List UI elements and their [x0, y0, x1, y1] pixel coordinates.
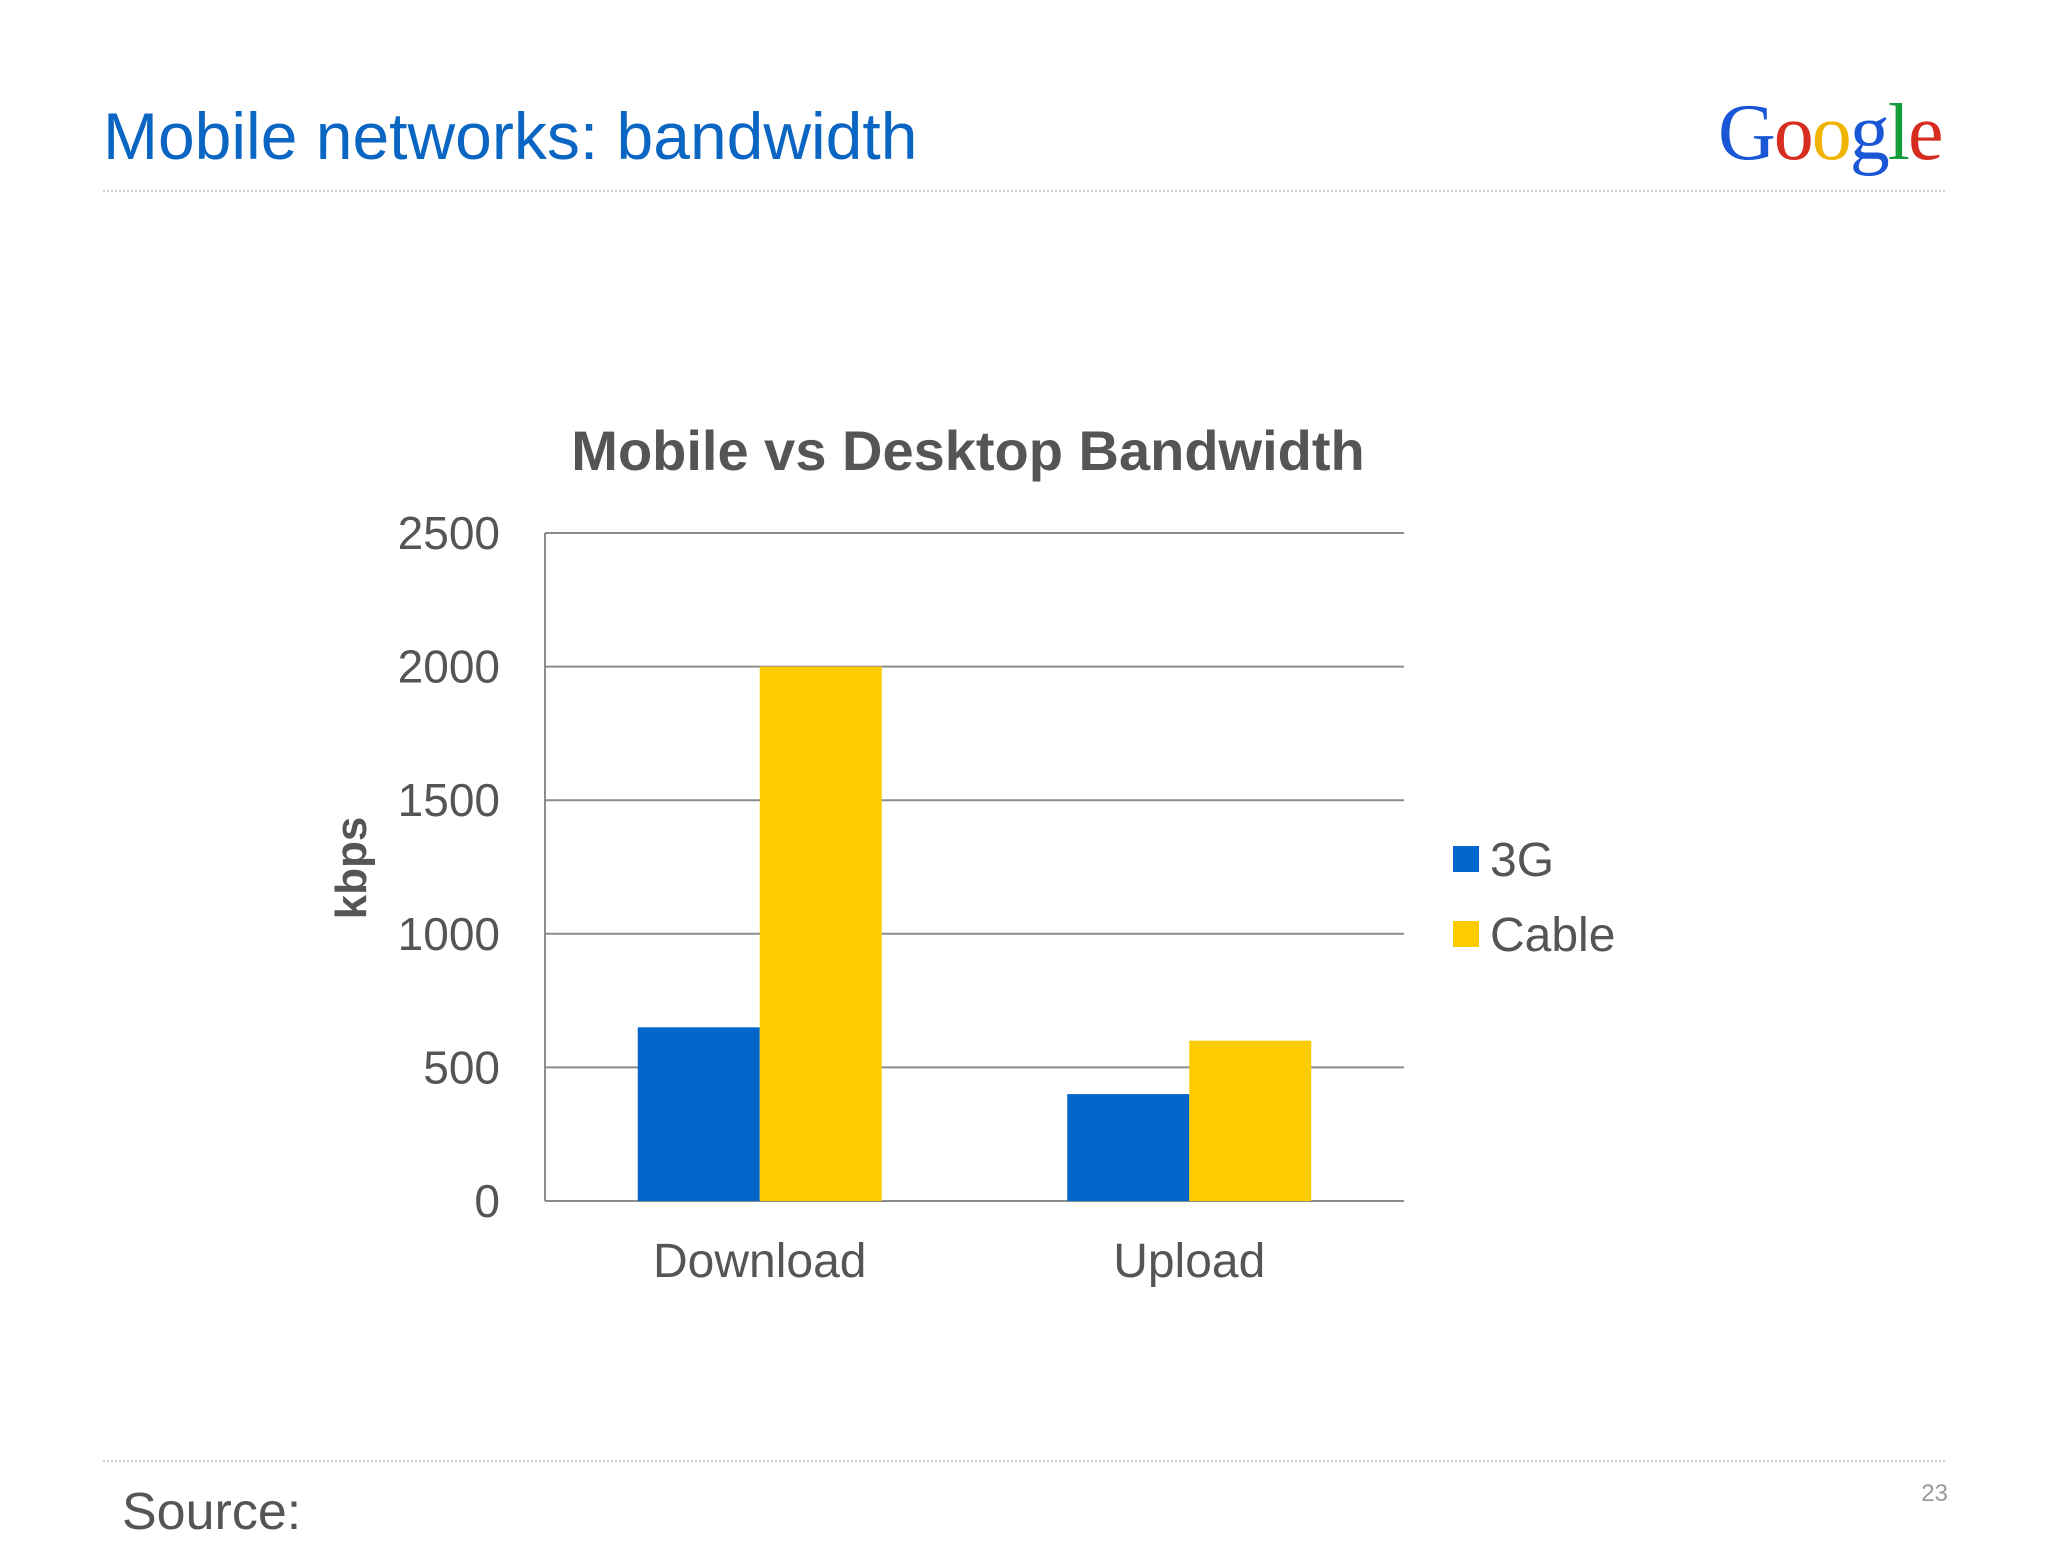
legend-swatch-3g	[1453, 846, 1479, 872]
footer-divider	[103, 1460, 1945, 1462]
legend-swatch-cable	[1453, 921, 1479, 947]
page-number: 23	[1921, 1480, 1948, 1507]
y-tick-label-500: 500	[423, 1041, 500, 1093]
legend-label-3g: 3G	[1490, 834, 1554, 887]
y-axis-label: kbps	[327, 817, 376, 920]
bar-chart: Mobile vs Desktop Bandwidth kbps 0 500 100…	[327, 419, 1615, 1288]
y-tick-labels: 0 500 1000 1500 2000 2500	[398, 507, 500, 1227]
title-divider	[103, 190, 1945, 192]
source-label: Source:	[122, 1483, 302, 1541]
y-tick-label-1500: 1500	[398, 774, 500, 826]
bar-download-3g	[637, 1027, 760, 1201]
chart-title: Mobile vs Desktop Bandwidth	[571, 419, 1364, 482]
x-tick-label-download: Download	[653, 1235, 866, 1288]
y-tick-label-2500: 2500	[398, 507, 500, 559]
x-tick-label-upload: Upload	[1113, 1235, 1265, 1288]
bar-download-cable	[759, 666, 882, 1201]
bars	[637, 666, 1312, 1201]
y-tick-label-0: 0	[474, 1175, 500, 1227]
slide-title: Mobile networks: bandwidth	[103, 99, 918, 173]
google-logo: Google	[1718, 89, 1944, 177]
y-tick-label-2000: 2000	[398, 641, 500, 693]
bar-upload-cable	[1189, 1040, 1312, 1201]
legend: 3G Cable	[1453, 834, 1615, 962]
x-tick-labels: Download Upload	[653, 1235, 1265, 1288]
legend-label-cable: Cable	[1490, 909, 1615, 962]
bar-upload-3g	[1067, 1094, 1190, 1201]
y-tick-label-1000: 1000	[398, 908, 500, 960]
